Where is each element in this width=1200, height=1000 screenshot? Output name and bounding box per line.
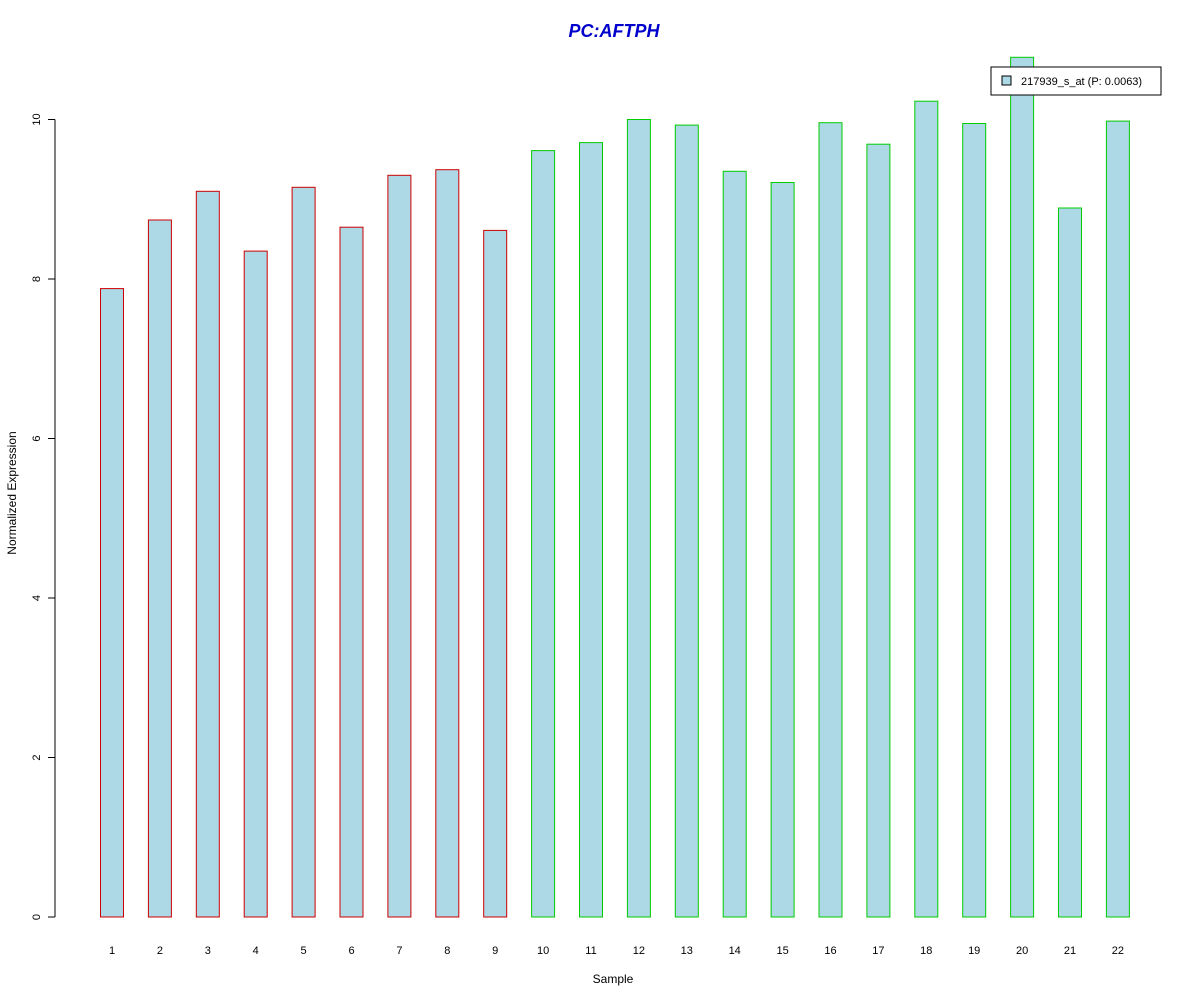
x-tick-label: 7: [396, 945, 402, 957]
chart-title: PC:AFTPH: [569, 21, 661, 41]
y-tick-label: 10: [31, 113, 43, 125]
x-tick-label: 21: [1064, 945, 1076, 957]
legend-box: [990, 66, 1162, 96]
y-tick-label: 8: [31, 276, 43, 282]
x-tick-label: 5: [301, 945, 307, 957]
bar-sample-14: [722, 170, 747, 918]
x-tick-label: 20: [1016, 945, 1028, 957]
bar-sample-1: [100, 288, 124, 918]
y-tick-label: 2: [31, 754, 43, 760]
x-tick-label: 4: [253, 945, 259, 957]
bar-sample-2: [147, 219, 172, 918]
x-tick-label: 11: [585, 945, 596, 957]
bar-sample-7: [387, 174, 412, 918]
x-tick-label: 15: [776, 945, 788, 957]
bar-sample-21: [1058, 207, 1082, 918]
bar-sample-4: [243, 250, 268, 918]
bar-sample-19: [962, 123, 987, 918]
y-axis: 0 2 4 6 8 10: [31, 113, 56, 920]
y-tick-label: 6: [31, 435, 43, 441]
x-tick-label: 17: [872, 945, 884, 957]
x-tick-label: 1: [109, 945, 115, 957]
x-tick-label: 6: [348, 945, 354, 957]
bar-sample-13: [674, 124, 699, 918]
x-tick-label: 13: [681, 945, 693, 957]
x-tick-label: 9: [492, 945, 498, 957]
legend-swatch: [1001, 75, 1012, 86]
bar-sample-10: [531, 150, 556, 918]
bar-sample-5: [291, 186, 316, 918]
x-tick-label: 12: [633, 945, 645, 957]
x-tick-label: 22: [1112, 945, 1124, 957]
x-tick-label: 16: [824, 945, 836, 957]
y-tick-label: 0: [31, 914, 43, 920]
y-tick-label: 4: [31, 595, 43, 601]
legend-label: 217939_s_at (P: 0.0063): [1021, 76, 1142, 88]
x-tick-label: 10: [537, 945, 549, 957]
x-tick-label: 8: [444, 945, 450, 957]
bar-sample-15: [770, 182, 795, 918]
bar-sample-3: [195, 190, 220, 918]
bar-sample-12: [626, 119, 651, 918]
bar-sample-16: [818, 122, 843, 918]
x-tick-label: 3: [205, 945, 211, 957]
bar-sample-17: [866, 143, 891, 918]
x-tick-label: 14: [729, 945, 741, 957]
bar-sample-9: [483, 229, 508, 918]
x-tick-label: 18: [920, 945, 932, 957]
bar-sample-18: [914, 100, 939, 918]
bars-group: [100, 56, 1130, 918]
x-tick-label: 2: [157, 945, 163, 957]
bar-sample-11: [579, 142, 603, 918]
legend: 217939_s_at (P: 0.0063): [990, 66, 1162, 96]
x-tick-label: 19: [968, 945, 980, 957]
x-tick-labels: 1 2 3 4 5 6 7 8 9 10 11 12 13 14 15 16 17 18 19 20 21 22: [109, 945, 1124, 957]
bar-sample-22: [1105, 120, 1130, 918]
y-axis-title: Normalized Expression: [5, 431, 19, 554]
bar-sample-6: [339, 226, 364, 918]
x-axis-title: Sample: [593, 972, 634, 986]
bar-sample-20: [1010, 56, 1035, 918]
bar-sample-8: [435, 169, 460, 918]
